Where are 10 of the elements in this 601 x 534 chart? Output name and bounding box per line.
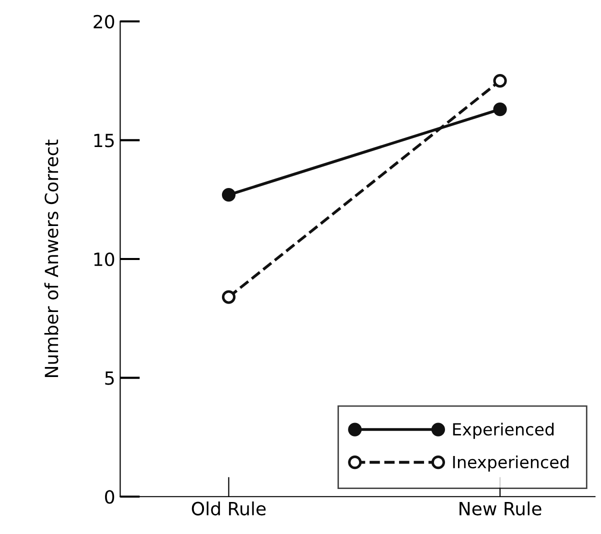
x-tick-label: Old Rule xyxy=(192,501,266,516)
x-tick-label: New Rule xyxy=(460,501,542,516)
legend-label: Experienced xyxy=(453,422,554,439)
y-axis-title: Number of Anwers Correct xyxy=(44,140,58,377)
y-tick-label: 15 xyxy=(94,134,114,148)
y-tick-label: 5 xyxy=(105,372,114,385)
y-tick-label: 10 xyxy=(94,252,114,266)
y-tick-label: 20 xyxy=(94,14,114,28)
y-tick-label: 0 xyxy=(105,490,114,504)
legend-label: Inexperienced xyxy=(453,455,568,472)
